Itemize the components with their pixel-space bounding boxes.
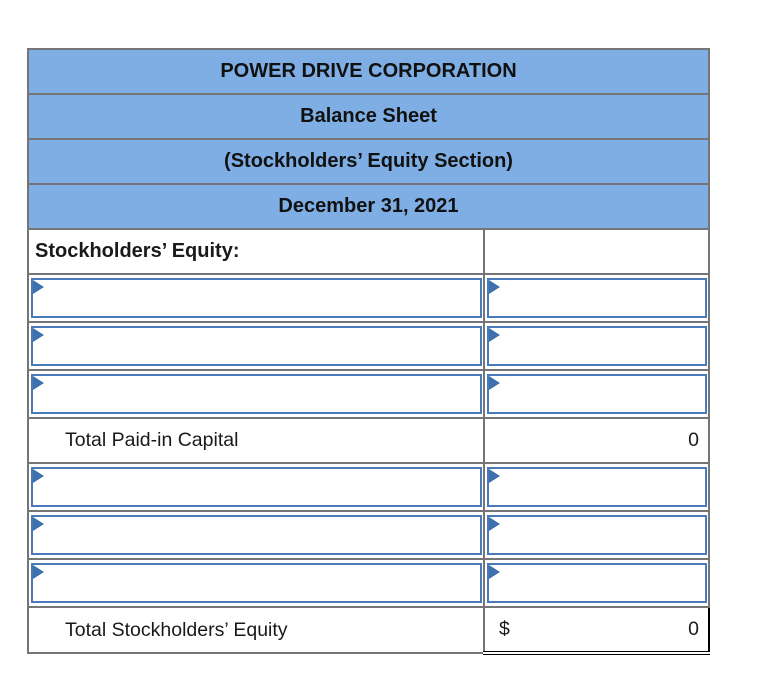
section-title: (Stockholders’ Equity Section) bbox=[27, 138, 710, 185]
grand-total-value: 0 bbox=[688, 618, 699, 640]
input-row-2 bbox=[27, 321, 710, 371]
amount-cell bbox=[483, 510, 710, 560]
date-title: December 31, 2021 bbox=[27, 183, 710, 230]
input-row-4 bbox=[27, 462, 710, 512]
currency-symbol: $ bbox=[499, 618, 510, 640]
account-cell bbox=[27, 321, 485, 371]
dropdown-marker-icon bbox=[32, 565, 45, 580]
amount-input-6[interactable] bbox=[486, 563, 707, 603]
account-dropdown-3[interactable] bbox=[30, 374, 482, 414]
amount-input-2[interactable] bbox=[486, 326, 707, 366]
section-heading: Stockholders’ Equity: bbox=[27, 228, 485, 275]
dropdown-marker-icon bbox=[32, 517, 45, 532]
dropdown-marker-icon bbox=[488, 517, 501, 532]
statement-title: Balance Sheet bbox=[27, 93, 710, 140]
input-row-5 bbox=[27, 510, 710, 560]
dropdown-marker-icon bbox=[488, 469, 501, 484]
account-dropdown-2[interactable] bbox=[30, 326, 482, 366]
paid-in-total-row: Total Paid-in Capital 0 bbox=[27, 417, 710, 464]
dropdown-marker-icon bbox=[488, 565, 501, 580]
empty-cell bbox=[483, 228, 710, 275]
account-cell bbox=[27, 462, 485, 512]
dropdown-marker-icon bbox=[488, 376, 501, 391]
grand-total-label: Total Stockholders’ Equity bbox=[27, 606, 485, 654]
account-dropdown-1[interactable] bbox=[30, 278, 482, 318]
dropdown-marker-icon bbox=[32, 469, 45, 484]
input-row-1 bbox=[27, 273, 710, 323]
amount-input-5[interactable] bbox=[486, 515, 707, 555]
dropdown-marker-icon bbox=[32, 376, 45, 391]
amount-cell bbox=[483, 369, 710, 419]
amount-input-1[interactable] bbox=[486, 278, 707, 318]
account-cell bbox=[27, 558, 485, 608]
input-row-6 bbox=[27, 558, 710, 608]
title-row-company: POWER DRIVE CORPORATION bbox=[27, 48, 710, 95]
amount-cell bbox=[483, 462, 710, 512]
title-row-date: December 31, 2021 bbox=[27, 183, 710, 230]
paid-in-total-value: 0 bbox=[483, 417, 710, 464]
dropdown-marker-icon bbox=[488, 328, 501, 343]
grand-total-value-cell: $ 0 bbox=[483, 606, 710, 655]
account-cell bbox=[27, 369, 485, 419]
section-heading-row: Stockholders’ Equity: bbox=[27, 228, 710, 275]
balance-sheet-table: POWER DRIVE CORPORATION Balance Sheet (S… bbox=[27, 48, 710, 655]
grand-total-row: Total Stockholders’ Equity $ 0 bbox=[27, 606, 710, 655]
dropdown-marker-icon bbox=[32, 280, 45, 295]
account-cell bbox=[27, 510, 485, 560]
title-row-statement: Balance Sheet bbox=[27, 93, 710, 140]
dropdown-marker-icon bbox=[32, 328, 45, 343]
account-dropdown-4[interactable] bbox=[30, 467, 482, 507]
account-cell bbox=[27, 273, 485, 323]
paid-in-total-label: Total Paid-in Capital bbox=[27, 417, 485, 464]
amount-input-3[interactable] bbox=[486, 374, 707, 414]
title-row-section: (Stockholders’ Equity Section) bbox=[27, 138, 710, 185]
company-title: POWER DRIVE CORPORATION bbox=[27, 48, 710, 95]
input-row-3 bbox=[27, 369, 710, 419]
amount-cell bbox=[483, 321, 710, 371]
account-dropdown-5[interactable] bbox=[30, 515, 482, 555]
amount-input-4[interactable] bbox=[486, 467, 707, 507]
account-dropdown-6[interactable] bbox=[30, 563, 482, 603]
balance-sheet: POWER DRIVE CORPORATION Balance Sheet (S… bbox=[27, 48, 710, 655]
amount-cell bbox=[483, 273, 710, 323]
amount-cell bbox=[483, 558, 710, 608]
dropdown-marker-icon bbox=[488, 280, 501, 295]
